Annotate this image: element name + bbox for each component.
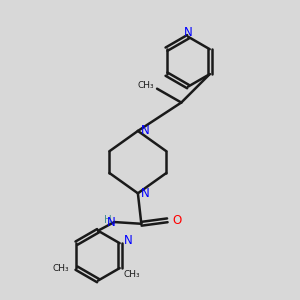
Text: CH₃: CH₃ [52,264,69,273]
Text: H: H [104,214,112,225]
Text: N: N [107,216,116,229]
Text: CH₃: CH₃ [123,270,140,279]
Text: CH₃: CH₃ [138,81,154,90]
Text: N: N [124,234,133,247]
Text: N: N [140,124,149,137]
Text: N: N [184,26,193,39]
Text: N: N [140,188,149,200]
Text: O: O [172,214,182,227]
